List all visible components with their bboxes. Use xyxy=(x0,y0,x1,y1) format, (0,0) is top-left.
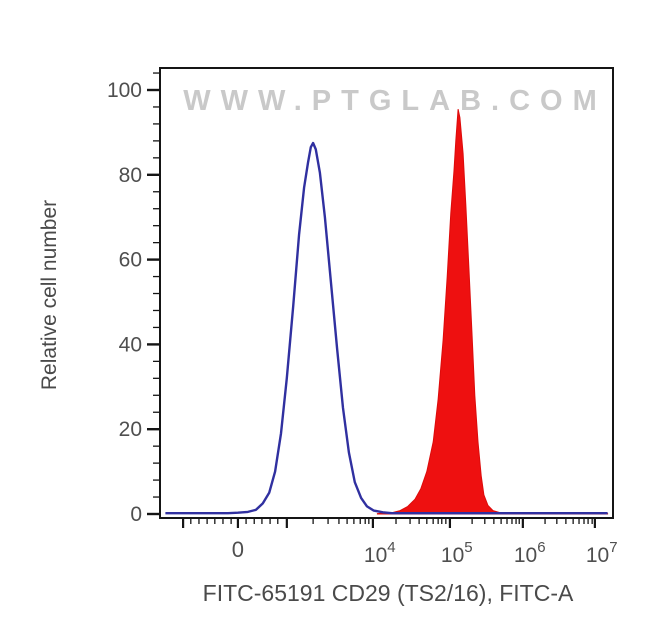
x-axis-title: FITC-65191 CD29 (TS2/16), FITC-A xyxy=(203,580,574,606)
y-tick-label: 0 xyxy=(130,503,142,526)
y-tick-label: 40 xyxy=(119,333,142,356)
y-tick-label: 60 xyxy=(119,249,142,272)
x-axis-tick-labels: 0 104 105 106 107 xyxy=(232,537,618,567)
y-axis-tick-labels: 0 20 40 60 80 100 xyxy=(107,79,142,526)
chart-layers: 0 104 105 106 107 0 20 40 60 80 100 xyxy=(107,67,618,567)
blue-outline-histogram xyxy=(165,141,608,515)
y-tick-label: 20 xyxy=(119,418,142,441)
x-tick-label: 106 xyxy=(514,539,546,567)
y-tick-label: 80 xyxy=(119,164,142,187)
red-filled-histogram xyxy=(376,108,609,515)
y-tick-label: 100 xyxy=(107,79,142,102)
x-axis-ticks xyxy=(182,519,596,528)
y-axis-title: Relative cell number xyxy=(38,200,61,390)
plot-border xyxy=(159,67,614,519)
x-tick-label: 105 xyxy=(441,539,473,567)
x-tick-label: 104 xyxy=(364,539,396,567)
y-axis-ticks xyxy=(147,72,159,516)
x-tick-label: 107 xyxy=(586,539,618,567)
watermark-text: WWW.PTGLAB.COM xyxy=(183,85,607,117)
x-tick-label: 0 xyxy=(232,537,244,562)
